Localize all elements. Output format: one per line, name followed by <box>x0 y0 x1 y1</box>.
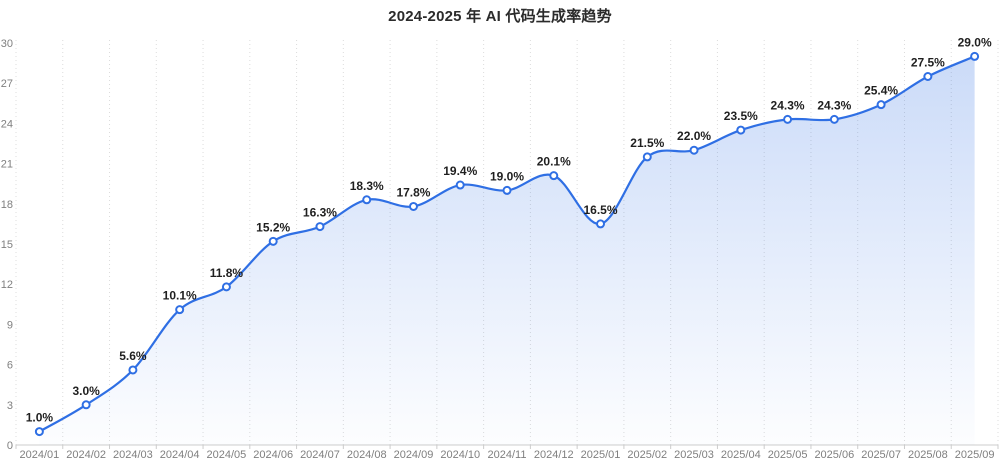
value-label: 16.5% <box>584 203 618 217</box>
value-label: 20.1% <box>537 155 571 169</box>
chart-title: 2024-2025 年 AI 代码生成率趋势 <box>388 8 612 25</box>
value-label: 18.3% <box>350 179 384 193</box>
x-axis-label: 2025/06 <box>814 449 854 461</box>
data-point-marker[interactable] <box>408 201 418 211</box>
data-point-marker[interactable] <box>549 171 559 181</box>
x-axis-label: 2025/04 <box>721 449 761 461</box>
data-point-marker[interactable] <box>689 145 699 155</box>
value-label: 1.0% <box>26 411 54 425</box>
value-label: 17.8% <box>396 185 430 199</box>
value-label: 15.2% <box>256 220 290 234</box>
x-axis-label: 2025/07 <box>861 449 901 461</box>
data-point-marker[interactable] <box>596 219 606 229</box>
data-point-marker[interactable] <box>829 114 839 124</box>
value-label: 5.6% <box>119 349 147 363</box>
data-point-marker[interactable] <box>502 185 512 195</box>
x-axis-label: 2025/09 <box>955 449 995 461</box>
x-axis-label: 2024/01 <box>19 449 59 461</box>
y-axis-label: 3 <box>7 400 13 412</box>
x-axis-label: 2025/05 <box>768 449 808 461</box>
value-label: 16.3% <box>303 206 337 220</box>
x-axis-label: 2024/05 <box>207 449 247 461</box>
value-label: 24.3% <box>817 98 851 112</box>
data-point-marker[interactable] <box>736 125 746 135</box>
x-axis-label: 2025/08 <box>908 449 948 461</box>
x-axis-label: 2024/12 <box>534 449 574 461</box>
area-fill <box>39 56 975 446</box>
y-axis-label: 0 <box>7 440 13 452</box>
x-axis-label: 2024/08 <box>347 449 387 461</box>
data-point-marker[interactable] <box>128 365 138 375</box>
data-point-marker[interactable] <box>642 152 652 162</box>
x-axis-label: 2025/02 <box>627 449 667 461</box>
x-axis-label: 2025/01 <box>581 449 621 461</box>
x-axis-label: 2024/02 <box>66 449 106 461</box>
data-point-marker[interactable] <box>175 305 185 315</box>
y-axis-label: 18 <box>1 199 13 211</box>
x-axis-label: 2024/11 <box>488 449 527 461</box>
value-label: 10.1% <box>163 289 197 303</box>
value-label: 23.5% <box>724 109 758 123</box>
y-axis-label: 30 <box>1 38 13 50</box>
value-label: 25.4% <box>864 84 898 98</box>
value-label: 21.5% <box>630 136 664 150</box>
x-axis-label: 2024/04 <box>160 449 200 461</box>
value-label: 22.0% <box>677 129 711 143</box>
y-axis-label: 15 <box>1 239 13 251</box>
data-point-marker[interactable] <box>876 100 886 110</box>
x-axis-label: 2024/03 <box>113 449 153 461</box>
data-point-marker[interactable] <box>362 195 372 205</box>
x-axis-label: 2024/06 <box>253 449 293 461</box>
data-point-marker[interactable] <box>783 114 793 124</box>
y-axis-label: 9 <box>7 319 13 331</box>
data-point-marker[interactable] <box>970 51 980 61</box>
data-point-marker[interactable] <box>455 180 465 190</box>
value-label: 3.0% <box>72 384 100 398</box>
x-axis-label: 2024/10 <box>440 449 480 461</box>
data-point-marker[interactable] <box>34 427 44 437</box>
data-point-marker[interactable] <box>81 400 91 410</box>
data-point-marker[interactable] <box>923 72 933 81</box>
value-label: 19.0% <box>490 169 524 183</box>
data-point-marker[interactable] <box>268 236 278 246</box>
value-label: 24.3% <box>771 98 805 112</box>
value-label: 11.8% <box>210 266 244 280</box>
data-point-marker[interactable] <box>221 282 231 292</box>
x-axis-label: 2024/07 <box>300 449 340 461</box>
value-label: 29.0% <box>958 35 992 49</box>
y-axis-label: 6 <box>7 360 13 372</box>
value-label: 19.4% <box>443 164 477 178</box>
y-axis-label: 24 <box>1 118 13 130</box>
y-axis-label: 27 <box>1 78 13 90</box>
y-axis-label: 12 <box>1 279 13 291</box>
x-axis-label: 2025/03 <box>674 449 714 461</box>
data-point-marker[interactable] <box>315 222 325 232</box>
y-axis-label: 21 <box>1 159 13 171</box>
x-axis-label: 2024/09 <box>394 449 434 461</box>
value-label: 27.5% <box>911 56 945 70</box>
